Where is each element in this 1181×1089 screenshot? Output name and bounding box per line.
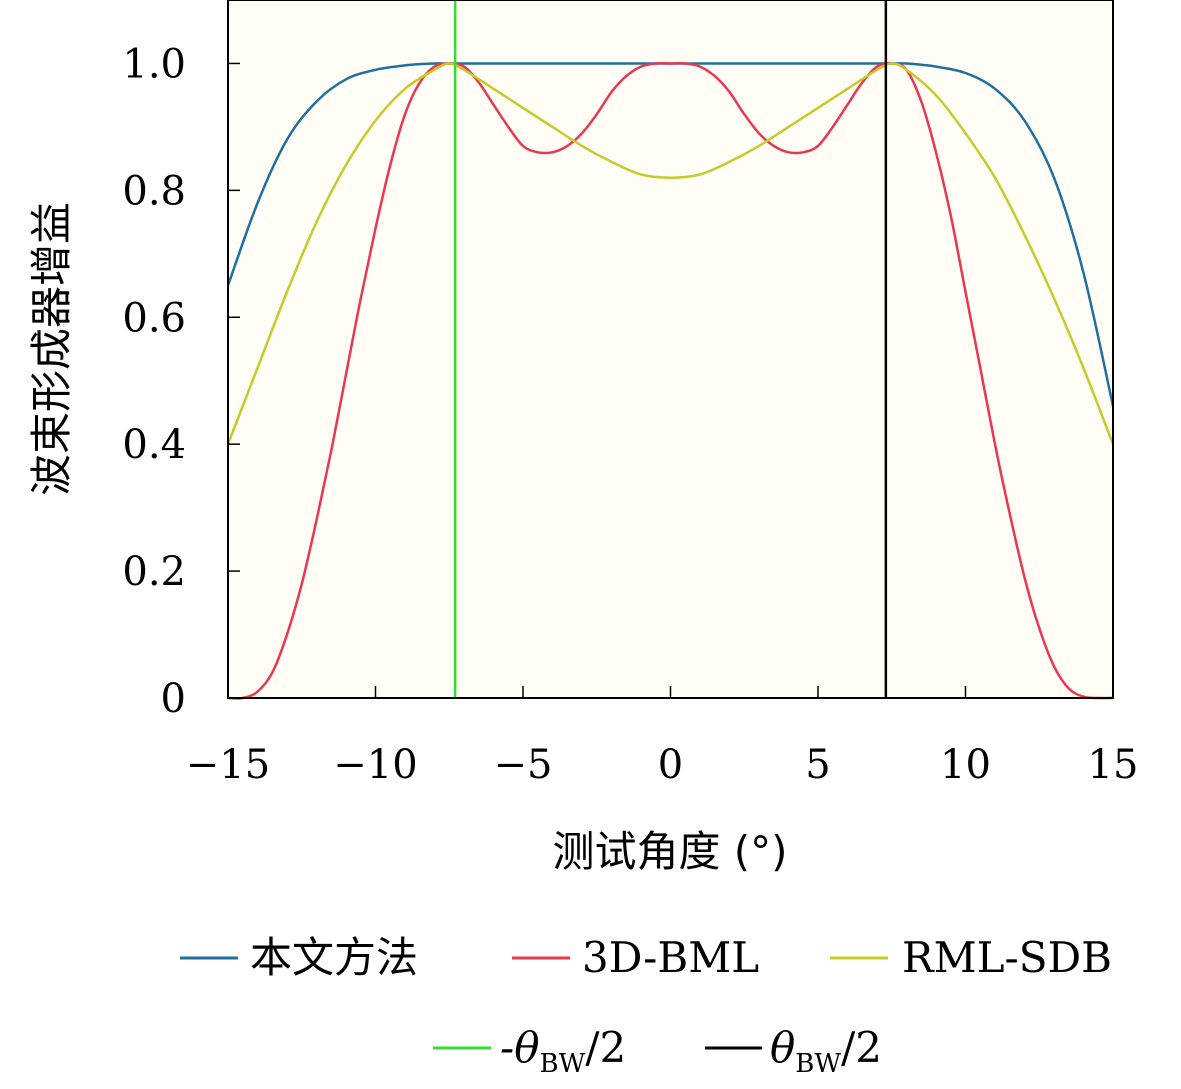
x-axis-title: 测试角度 (°)	[552, 827, 787, 876]
x-tick-label: −10	[333, 742, 417, 788]
vline-layer	[453, 0, 888, 698]
legend-label-3d-bml: 3D-BML	[582, 933, 759, 982]
y-tick-label: 0.8	[122, 168, 186, 214]
series-line-rml-sdb	[226, 62, 1115, 445]
series-line-3d-bml	[227, 61, 1114, 700]
legend-item-neg-half-bw: -θBW/2	[433, 1023, 626, 1079]
y-tick-label: 0.2	[122, 549, 186, 595]
y-tick-label: 1.0	[122, 41, 186, 87]
legend-item-pos-half-bw: θBW/2	[705, 1023, 882, 1079]
y-axis-ticks: 0 0.2 0.4 0.6 0.8 1.0	[122, 41, 240, 722]
legend-item-rml-sdb: RML-SDB	[830, 933, 1112, 982]
legend-label-pos-half-bw: θBW/2	[770, 1023, 882, 1079]
legend-label-neg-half-bw: -θBW/2	[500, 1023, 626, 1079]
y-axis-title: 波束形成器增益	[27, 202, 76, 496]
x-tick-label: 10	[940, 742, 991, 788]
x-tick-label: 15	[1088, 742, 1139, 788]
y-tick-label: 0.6	[122, 295, 186, 341]
x-tick-label: 5	[805, 742, 830, 788]
legend-label-rml-sdb: RML-SDB	[902, 933, 1112, 982]
series-layer	[226, 61, 1115, 700]
legend-item-ours: 本文方法	[180, 933, 418, 982]
x-tick-label: −15	[186, 742, 270, 788]
legend-label-ours: 本文方法	[250, 933, 418, 982]
legend-item-3d-bml: 3D-BML	[512, 933, 759, 982]
y-tick-label: 0.4	[122, 422, 186, 468]
legend: 本文方法 3D-BML RML-SDB -θBW/2 θBW/2	[180, 933, 1112, 1079]
x-axis-ticks: −15 −10 −5 0 5 10 15	[186, 686, 1139, 788]
y-tick-label: 0	[161, 676, 186, 722]
x-tick-label: −5	[494, 742, 553, 788]
x-tick-label: 0	[658, 742, 683, 788]
plot-background	[228, 0, 1113, 698]
